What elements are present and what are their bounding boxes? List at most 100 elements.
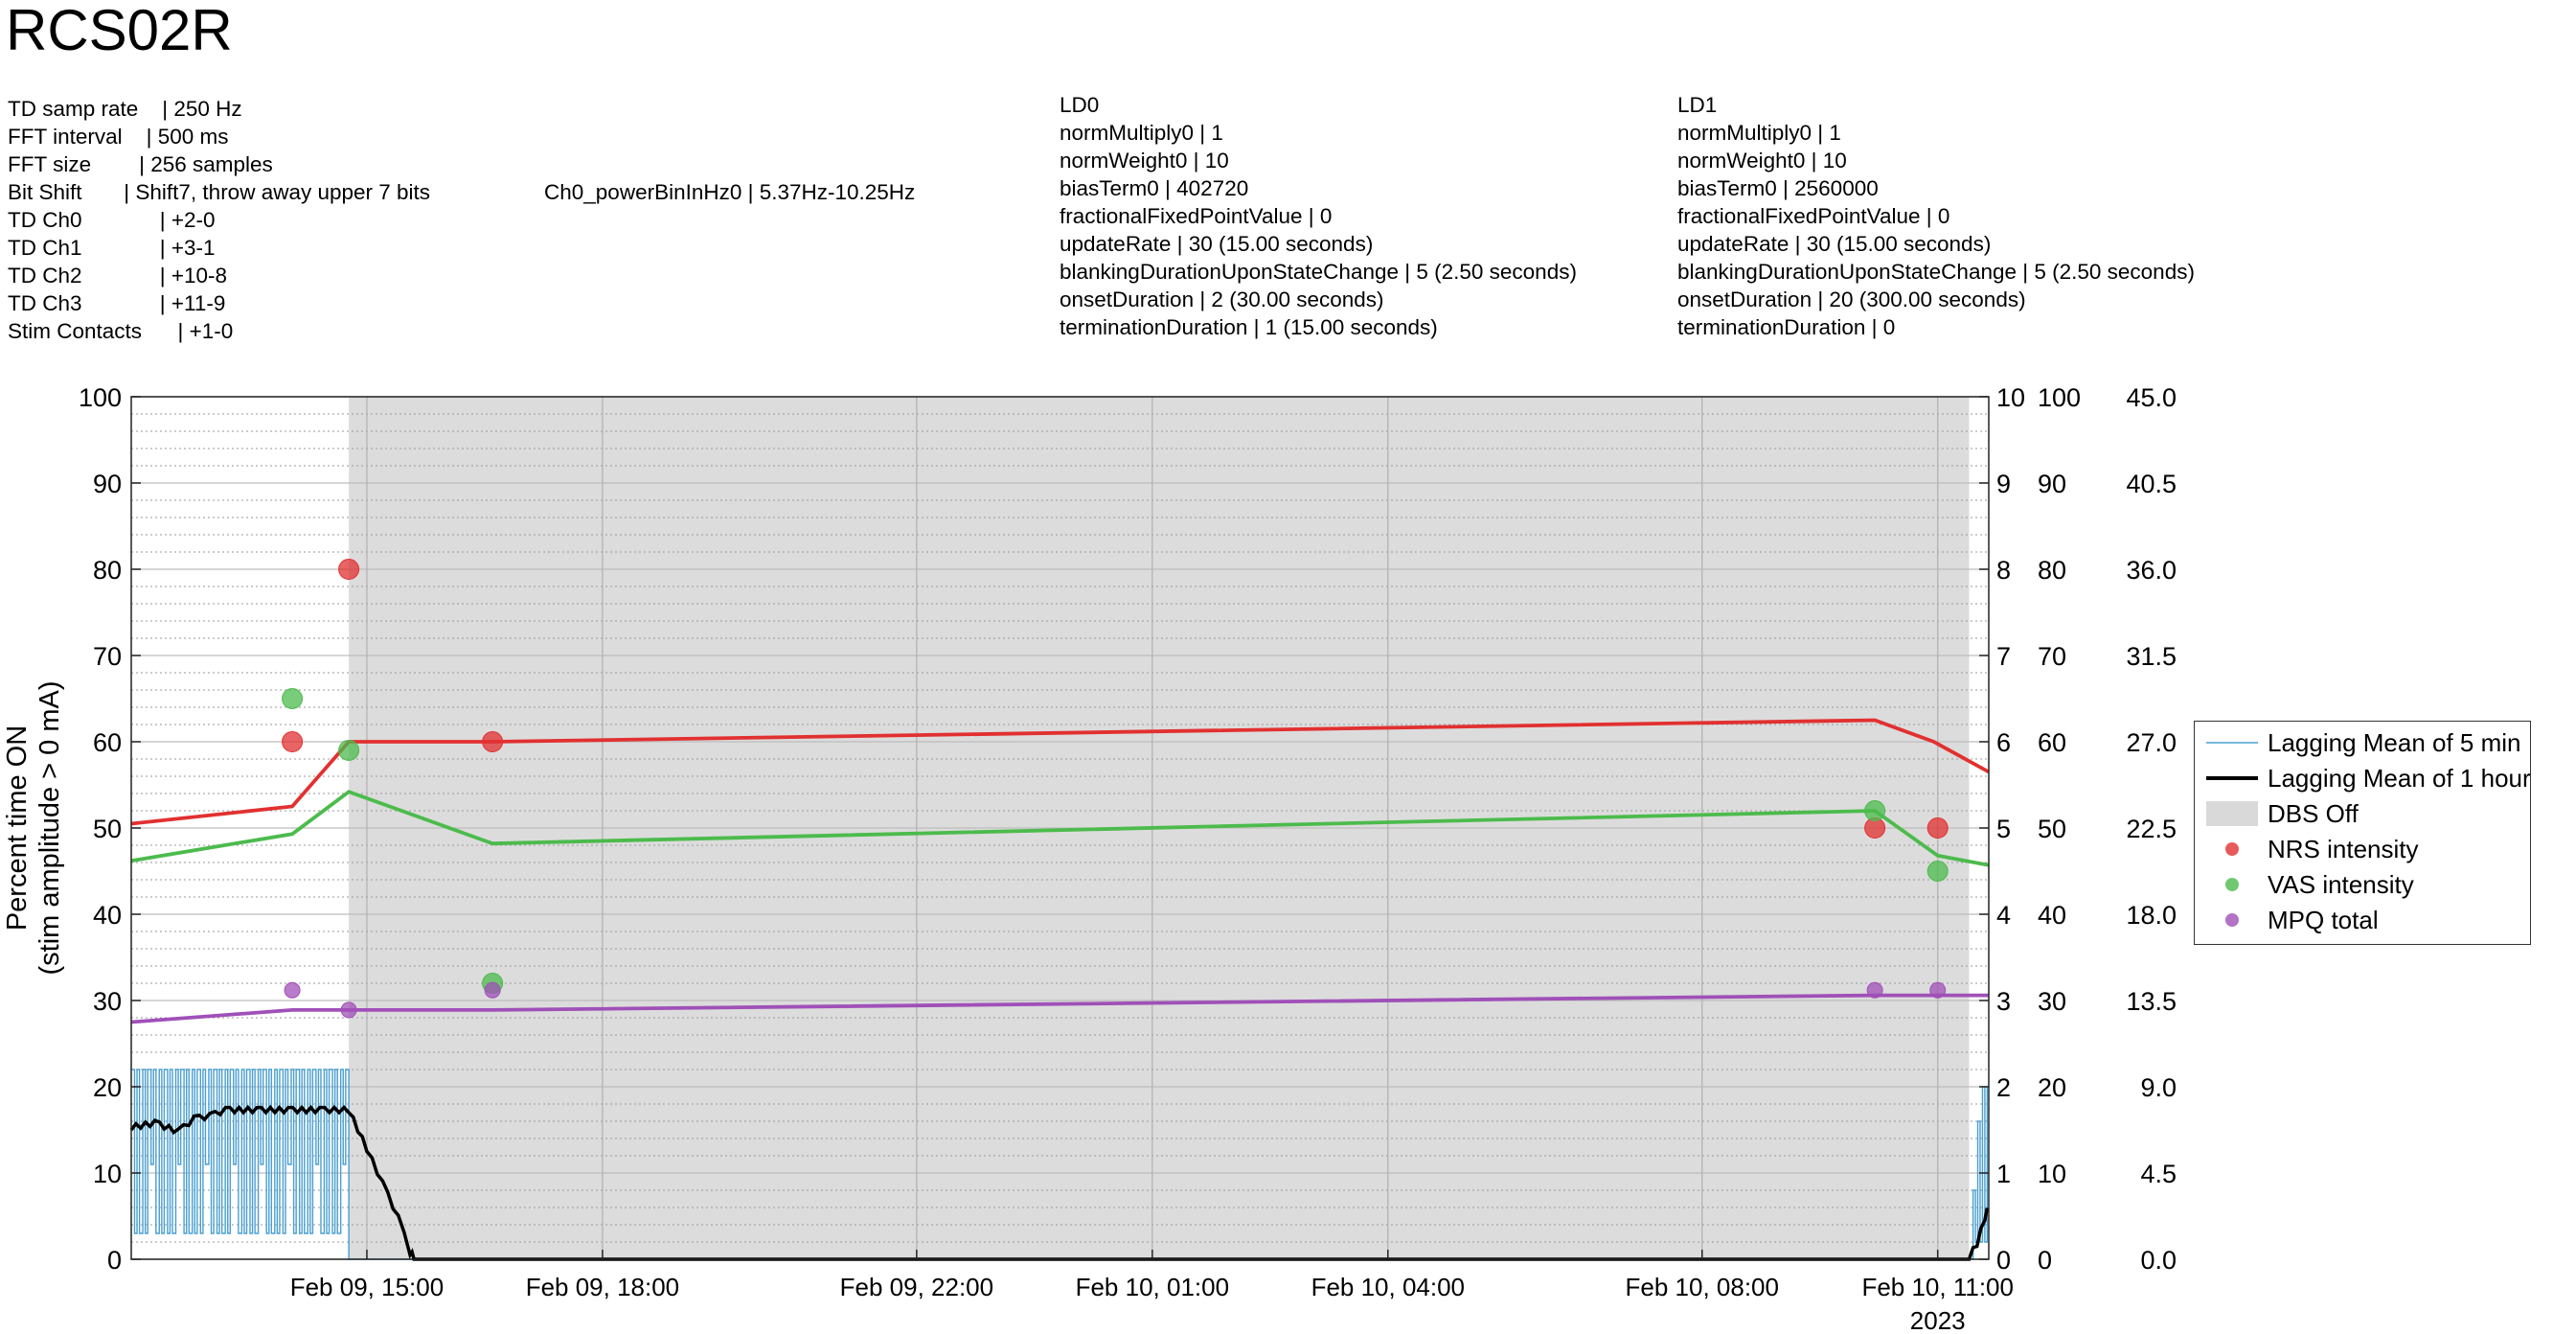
x-year-label: 2023 — [1910, 1306, 1966, 1334]
x-tick-label: Feb 09, 22:00 — [840, 1273, 993, 1301]
ld1-setting-line: updateRate | 30 (15.00 seconds) — [1677, 232, 1992, 256]
td-setting-line: FFT size | 256 samples — [8, 152, 273, 176]
ld1-setting-line: terminationDuration | 0 — [1677, 315, 1896, 339]
right-axis-2-tick-label: 100 — [2038, 383, 2081, 412]
legend-item: Lagging Mean of 5 min — [2195, 725, 2530, 760]
nrs-intensity-point — [1926, 817, 1949, 839]
ld1-setting-line: biasTerm0 | 2560000 — [1677, 176, 1879, 200]
lagging-mean-5min-line — [131, 1069, 1989, 1260]
td-settings-block: TD samp rate | 250 Hz FFT interval | 500 … — [8, 95, 430, 345]
right-axis-2-tick-label: 40 — [2038, 901, 2066, 930]
ld0-setting-line: biasTerm0 | 402720 — [1060, 176, 1249, 200]
thick-line-legend-icon — [2206, 776, 2258, 780]
ld0-setting-line: onsetDuration | 2 (30.00 seconds) — [1060, 288, 1384, 311]
right-axis-3-tick-label: 31.5 — [2126, 642, 2177, 671]
right-axis-3-tick-label: 40.5 — [2126, 470, 2177, 498]
right-axis-3-tick-label: 36.0 — [2126, 556, 2177, 585]
mpq-total-point — [1929, 981, 1947, 999]
td-setting-line: TD samp rate | 250 Hz — [8, 97, 242, 121]
right-axis-1-tick-label: 1 — [1996, 1160, 2011, 1188]
right-axis-1-tick-label: 10 — [1996, 383, 2025, 412]
td-setting-line: TD Ch2 | +10-8 — [8, 264, 228, 288]
right-axis-1-tick-label: 2 — [1996, 1073, 2011, 1102]
ch0-power-bin: Ch0_powerBinInHz0 | 5.37Hz-10.25Hz — [544, 180, 916, 204]
right-axis-3-tick-label: 13.5 — [2126, 987, 2177, 1016]
td-setting-line: FFT interval | 500 ms — [8, 125, 229, 149]
y-tick-label: 0 — [107, 1246, 122, 1275]
y-tick-label: 30 — [93, 987, 122, 1016]
ld0-settings-block: LD0 normMultiply0 | 1 normWeight0 | 10 bias… — [1060, 91, 1577, 341]
dot-legend-icon — [2225, 878, 2239, 891]
ld1-setting-line: onsetDuration | 20 (300.00 seconds) — [1677, 288, 2026, 311]
vas-intensity-point — [1926, 861, 1949, 882]
ld0-setting-line: normWeight0 | 10 — [1060, 149, 1229, 172]
y-tick-label: 50 — [93, 815, 122, 843]
y-tick-label: 60 — [93, 728, 122, 757]
ld1-setting-line: LD1 — [1677, 93, 1718, 117]
right-axis-1-tick-label: 9 — [1996, 470, 2011, 498]
ld0-setting-line: terminationDuration | 1 (15.00 seconds) — [1060, 315, 1438, 339]
right-axis-1-tick-label: 8 — [1996, 556, 2011, 585]
right-axis-3-tick-label: 27.0 — [2126, 728, 2177, 757]
right-axis-3-tick-label: 0.0 — [2140, 1246, 2177, 1275]
legend-label: DBS Off — [2268, 799, 2359, 828]
mpq-total-point — [1866, 981, 1883, 999]
vas-intensity-point — [282, 688, 304, 709]
thin-line-legend-icon — [2206, 742, 2258, 744]
y-tick-label: 70 — [93, 642, 122, 671]
legend-label: MPQ total — [2268, 906, 2379, 934]
y-axis-label-line: Percent time ON — [2, 725, 33, 931]
legend-item: NRS intensity — [2195, 832, 2530, 866]
legend-label: NRS intensity — [2268, 835, 2419, 863]
legend-item: DBS Off — [2195, 796, 2530, 831]
ld0-setting-line: blankingDurationUponStateChange | 5 (2.5… — [1060, 260, 1577, 284]
vas-intensity-point — [338, 740, 360, 761]
right-axis-1-tick-label: 6 — [1996, 728, 2011, 757]
patch-legend-icon — [2206, 801, 2258, 826]
mpq-total-point — [284, 981, 301, 999]
right-axis-3-tick-label: 4.5 — [2140, 1160, 2177, 1188]
right-axis-1-tick-label: 5 — [1996, 815, 2011, 843]
right-axis-1-tick-label: 4 — [1996, 901, 2011, 930]
y-tick-label: 90 — [93, 470, 122, 498]
right-axis-2-tick-label: 90 — [2038, 470, 2066, 498]
right-axis-3-tick-label: 18.0 — [2126, 901, 2177, 930]
ld0-setting-line: normMultiply0 | 1 — [1060, 121, 1223, 145]
y-axis-label: Percent time ON(stim amplitude > 0 mA) — [2, 680, 65, 975]
dot-legend-icon — [2225, 842, 2239, 856]
ld0-setting-line: fractionalFixedPointValue | 0 — [1060, 204, 1333, 228]
nrs-intensity-point — [338, 559, 360, 580]
legend-label: Lagging Mean of 1 hour — [2268, 764, 2531, 793]
x-tick-label: Feb 09, 15:00 — [290, 1273, 444, 1301]
ld1-setting-line: fractionalFixedPointValue | 0 — [1677, 204, 1950, 228]
right-axis-1-tick-label: 3 — [1996, 987, 2011, 1016]
ld1-settings-block: LD1 normMultiply0 | 1 normWeight0 | 10 bias… — [1677, 91, 2195, 341]
right-axis-2-tick-label: 10 — [2038, 1160, 2066, 1188]
right-axis-2-tick-label: 80 — [2038, 556, 2066, 585]
right-axis-2-tick-label: 70 — [2038, 642, 2066, 671]
ld0-setting-line: updateRate | 30 (15.00 seconds) — [1060, 232, 1374, 256]
chart-legend: Lagging Mean of 5 min Lagging Mean of 1 h… — [2194, 721, 2531, 945]
y-axis-label-line: (stim amplitude > 0 mA) — [34, 680, 65, 975]
ld1-setting-line: normWeight0 | 10 — [1677, 149, 1847, 172]
td-setting-line: Bit Shift | Shift7, throw away upper 7 b… — [8, 180, 431, 204]
nrs-intensity-point — [282, 731, 304, 752]
right-axis-1-tick-label: 0 — [1996, 1246, 2011, 1275]
x-tick-label: Feb 10, 11:00 — [1861, 1273, 2014, 1301]
dot-legend-icon — [2225, 913, 2239, 927]
td-setting-line: Stim Contacts | +1-0 — [8, 319, 234, 343]
td-setting-line: TD Ch0 | +2-0 — [8, 208, 216, 232]
right-axis-2-tick-label: 30 — [2038, 987, 2066, 1016]
ld0-setting-line: LD0 — [1060, 93, 1100, 117]
legend-label: Lagging Mean of 5 min — [2268, 728, 2521, 757]
right-axis-2-tick-label: 0 — [2038, 1246, 2052, 1275]
x-tick-label: Feb 10, 04:00 — [1311, 1273, 1465, 1301]
mpq-total-trend-line — [130, 993, 1989, 1024]
right-axis-2-tick-label: 60 — [2038, 728, 2066, 757]
legend-item: VAS intensity — [2195, 867, 2530, 902]
td-setting-line: TD Ch1 | +3-1 — [8, 236, 216, 260]
x-tick-label: Feb 09, 18:00 — [526, 1273, 679, 1301]
mpq-total-point — [484, 981, 501, 999]
x-tick-label: Feb 10, 01:00 — [1076, 1273, 1229, 1301]
